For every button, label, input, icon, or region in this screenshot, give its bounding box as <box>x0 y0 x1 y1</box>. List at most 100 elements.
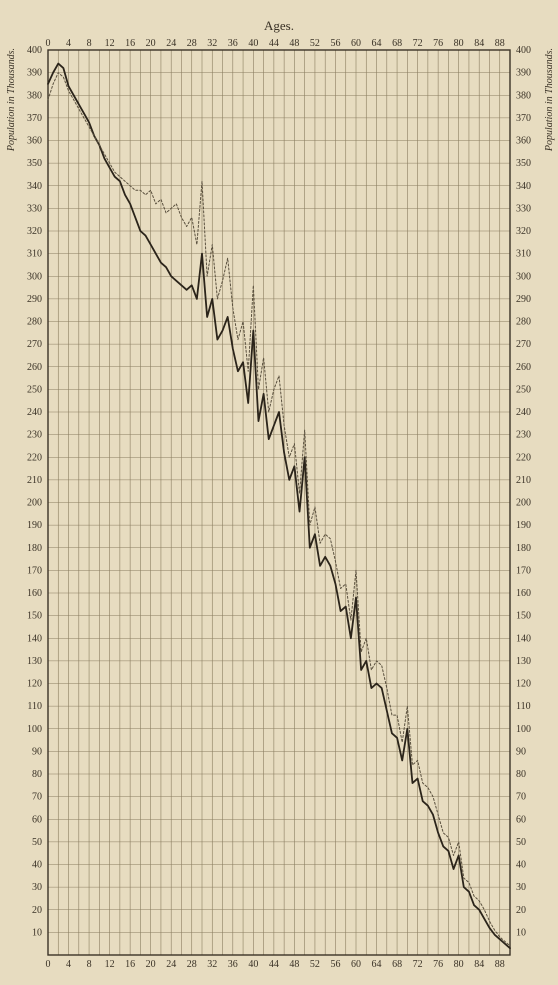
population-by-age-chart: 0044881212161620202424282832323636404044… <box>0 0 558 985</box>
y-tick-left: 60 <box>32 814 42 825</box>
y-tick-left: 70 <box>32 792 42 803</box>
y-tick-left: 380 <box>27 90 42 101</box>
x-tick-bottom: 28 <box>187 959 197 970</box>
y-tick-left: 140 <box>27 633 42 644</box>
y-tick-left: 390 <box>27 68 42 79</box>
x-tick-top: 64 <box>372 38 382 49</box>
x-tick-top: 24 <box>166 38 176 49</box>
y-tick-left: 250 <box>27 384 42 395</box>
y-tick-left: 10 <box>32 927 42 938</box>
y-tick-left: 290 <box>27 294 42 305</box>
x-axis-title: Ages. <box>264 18 294 33</box>
y-tick-left: 20 <box>32 905 42 916</box>
x-tick-bottom: 60 <box>351 959 361 970</box>
y-tick-right: 320 <box>516 226 531 237</box>
y-tick-left: 160 <box>27 588 42 599</box>
y-tick-left: 90 <box>32 746 42 757</box>
x-tick-bottom: 0 <box>46 959 51 970</box>
y-tick-left: 200 <box>27 498 42 509</box>
y-tick-left: 80 <box>32 769 42 780</box>
y-tick-left: 110 <box>27 701 42 712</box>
y-tick-right: 310 <box>516 249 531 260</box>
y-tick-right: 200 <box>516 498 531 509</box>
y-tick-right: 130 <box>516 656 531 667</box>
y-tick-right: 100 <box>516 724 531 735</box>
y-tick-left: 370 <box>27 113 42 124</box>
x-tick-top: 88 <box>495 38 505 49</box>
y-tick-right: 240 <box>516 407 531 418</box>
x-tick-bottom: 48 <box>289 959 299 970</box>
y-tick-right: 30 <box>516 882 526 893</box>
x-tick-bottom: 88 <box>495 959 505 970</box>
x-tick-top: 16 <box>125 38 135 49</box>
y-tick-right: 80 <box>516 769 526 780</box>
y-tick-left: 220 <box>27 452 42 463</box>
y-tick-right: 120 <box>516 679 531 690</box>
x-tick-bottom: 52 <box>310 959 320 970</box>
y-tick-left: 120 <box>27 679 42 690</box>
y-tick-left: 400 <box>27 45 42 56</box>
y-tick-right: 210 <box>516 475 531 486</box>
x-tick-bottom: 12 <box>105 959 115 970</box>
y-tick-right: 230 <box>516 430 531 441</box>
y-tick-left: 360 <box>27 136 42 147</box>
x-tick-top: 52 <box>310 38 320 49</box>
x-tick-bottom: 68 <box>392 959 402 970</box>
x-tick-top: 44 <box>269 38 279 49</box>
x-tick-top: 80 <box>454 38 464 49</box>
y-tick-left: 40 <box>32 860 42 871</box>
y-tick-right: 380 <box>516 90 531 101</box>
y-tick-right: 220 <box>516 452 531 463</box>
x-tick-bottom: 76 <box>433 959 443 970</box>
y-tick-right: 40 <box>516 860 526 871</box>
y-axis-title-right: Population in Thousands. <box>544 48 555 152</box>
y-tick-right: 110 <box>516 701 531 712</box>
chart-svg: 0044881212161620202424282832323636404044… <box>0 0 558 985</box>
y-tick-right: 270 <box>516 339 531 350</box>
x-tick-bottom: 72 <box>413 959 423 970</box>
y-tick-right: 390 <box>516 68 531 79</box>
x-tick-top: 4 <box>66 38 71 49</box>
y-tick-left: 100 <box>27 724 42 735</box>
x-tick-top: 76 <box>433 38 443 49</box>
x-tick-top: 48 <box>289 38 299 49</box>
y-tick-left: 270 <box>27 339 42 350</box>
y-tick-left: 280 <box>27 317 42 328</box>
y-tick-right: 160 <box>516 588 531 599</box>
x-tick-top: 60 <box>351 38 361 49</box>
y-tick-right: 20 <box>516 905 526 916</box>
y-tick-left: 310 <box>27 249 42 260</box>
y-tick-right: 330 <box>516 203 531 214</box>
x-tick-top: 40 <box>248 38 258 49</box>
y-tick-left: 350 <box>27 158 42 169</box>
x-tick-top: 12 <box>105 38 115 49</box>
y-tick-left: 170 <box>27 565 42 576</box>
y-axis-title-left: Population in Thousands. <box>6 48 17 152</box>
y-tick-right: 250 <box>516 384 531 395</box>
y-tick-left: 50 <box>32 837 42 848</box>
y-tick-right: 370 <box>516 113 531 124</box>
y-tick-right: 90 <box>516 746 526 757</box>
y-tick-right: 350 <box>516 158 531 169</box>
x-tick-top: 68 <box>392 38 402 49</box>
y-tick-right: 150 <box>516 611 531 622</box>
y-tick-left: 210 <box>27 475 42 486</box>
y-tick-right: 10 <box>516 927 526 938</box>
x-tick-bottom: 32 <box>207 959 217 970</box>
x-tick-bottom: 24 <box>166 959 176 970</box>
y-tick-right: 360 <box>516 136 531 147</box>
y-tick-left: 230 <box>27 430 42 441</box>
y-tick-left: 260 <box>27 362 42 373</box>
y-tick-left: 130 <box>27 656 42 667</box>
y-tick-right: 340 <box>516 181 531 192</box>
x-tick-bottom: 84 <box>474 959 484 970</box>
x-tick-bottom: 80 <box>454 959 464 970</box>
x-tick-bottom: 56 <box>330 959 340 970</box>
y-tick-left: 180 <box>27 543 42 554</box>
x-tick-top: 36 <box>228 38 238 49</box>
y-tick-right: 290 <box>516 294 531 305</box>
x-tick-bottom: 64 <box>372 959 382 970</box>
x-tick-top: 32 <box>207 38 217 49</box>
x-tick-top: 28 <box>187 38 197 49</box>
y-tick-right: 280 <box>516 317 531 328</box>
